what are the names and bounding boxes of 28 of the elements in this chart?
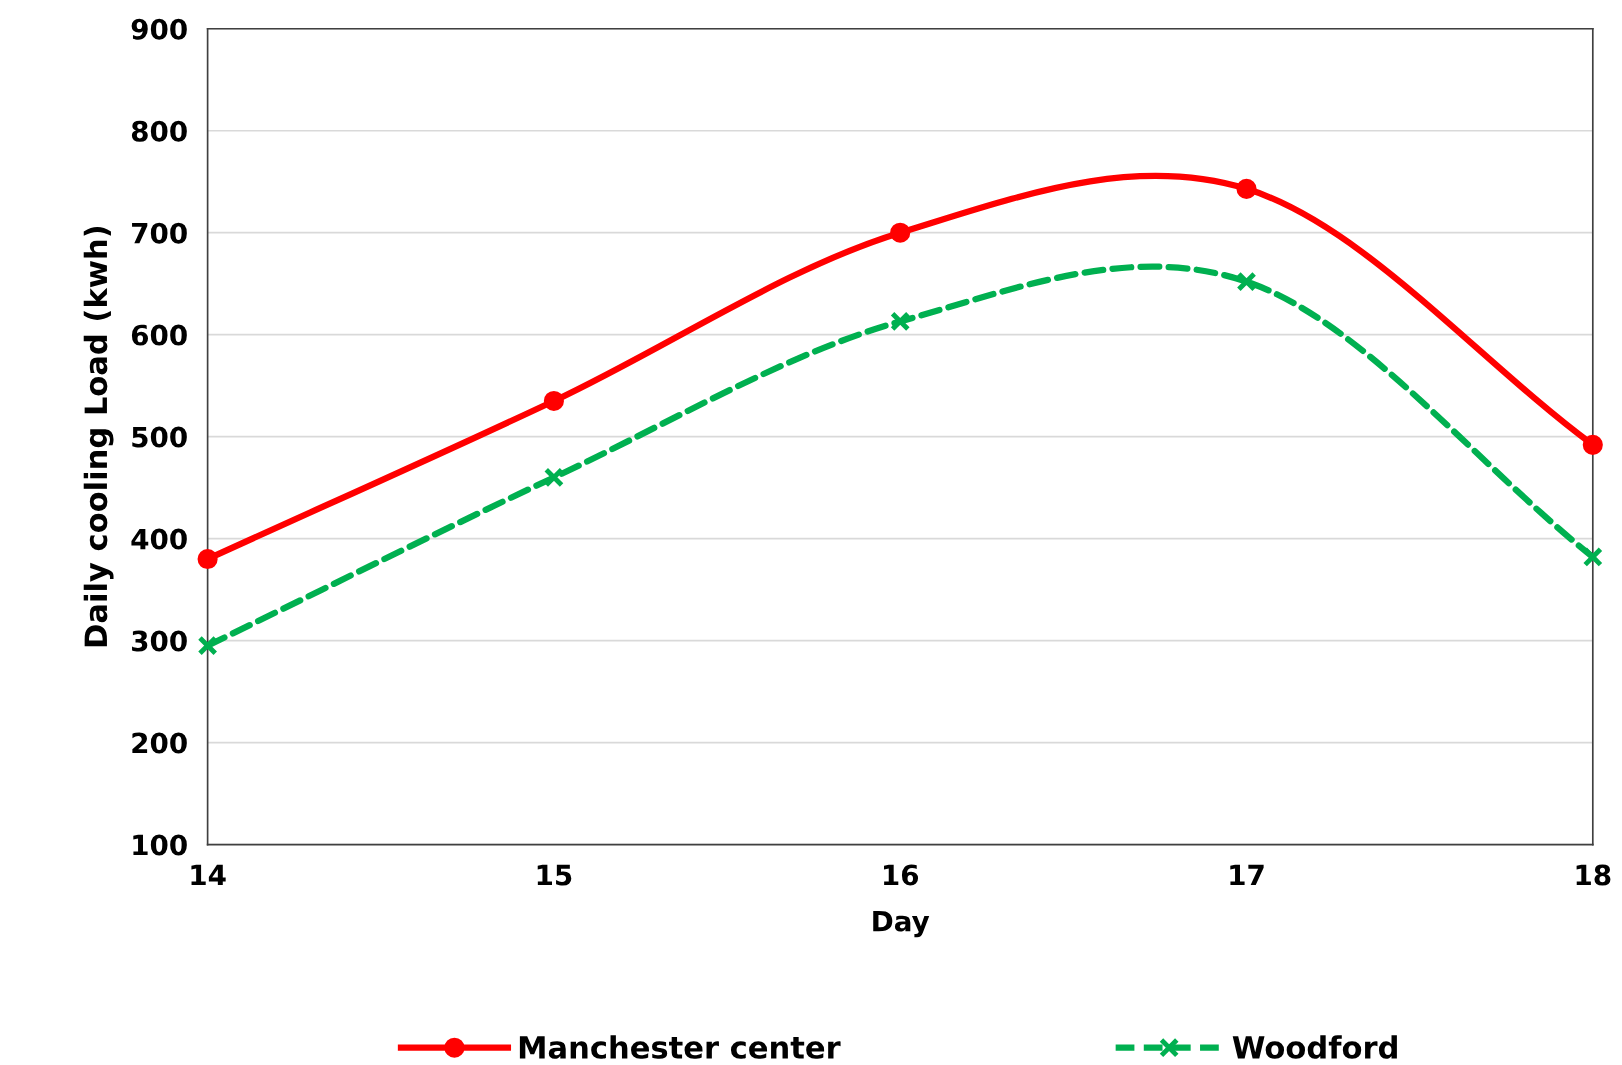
- y-tick-label: 400: [131, 528, 187, 550]
- point: [1582, 546, 1603, 568]
- point: [543, 467, 564, 488]
- x-tick-label: 15: [537, 864, 572, 886]
- x-tick-label: 17: [1230, 864, 1264, 886]
- x-tick-label: 14: [191, 864, 226, 886]
- y-tick-label: 300: [132, 630, 187, 652]
- x-axis-title: Day: [873, 910, 930, 938]
- point: [1236, 178, 1257, 199]
- point: [1582, 434, 1603, 455]
- point: [890, 222, 911, 243]
- y-tick-label: 200: [132, 732, 187, 754]
- y-axis-title: Daily cooling Load (kwh): [83, 226, 114, 647]
- point: [1236, 271, 1257, 292]
- y-tick-label: 600: [131, 324, 187, 346]
- y-tick-label: 100: [133, 834, 187, 856]
- y-tick-label: 500: [132, 426, 187, 448]
- point: [197, 548, 218, 570]
- y-tick-label: 800: [131, 120, 187, 142]
- y-tick-label: 900: [131, 18, 187, 40]
- x-tick-label: 16: [884, 864, 919, 886]
- point: [197, 635, 218, 656]
- point: [543, 390, 564, 412]
- x-tick-label: 18: [1576, 864, 1611, 886]
- point: [890, 311, 911, 332]
- legend-label: Woodford: [1232, 1035, 1397, 1059]
- legend-label: Manchester center: [519, 1035, 841, 1059]
- y-tick-label: 700: [132, 222, 187, 244]
